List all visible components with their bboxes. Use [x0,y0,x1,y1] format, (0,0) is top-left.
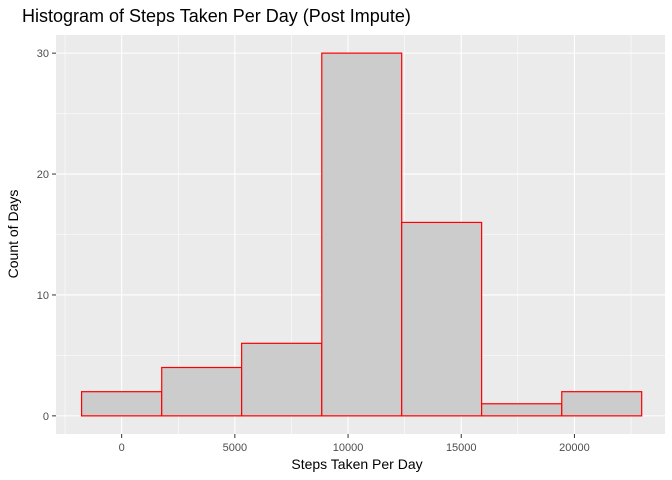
y-axis-ticks: 0 10 20 30 [37,48,56,423]
y-tick-label: 0 [43,411,49,423]
histogram-bars [80,52,643,417]
x-tick-label: 10000 [333,442,364,454]
histogram-bar [401,221,483,417]
y-tick-label: 10 [37,290,49,302]
histogram-bar [561,391,643,417]
histogram-bar [481,403,563,417]
chart-title: Histogram of Steps Taken Per Day (Post I… [22,6,411,26]
minor-gridlines [56,35,665,434]
x-tick-label: 20000 [559,442,590,454]
histogram-bar [161,366,243,417]
histogram-bar [241,342,323,417]
x-tick-label: 5000 [223,442,247,454]
x-axis-ticks: 0 5000 10000 15000 20000 [119,434,590,454]
y-axis-title: Count of Days [5,190,21,279]
x-tick-label: 15000 [446,442,477,454]
y-tick-label: 20 [37,169,49,181]
histogram-bar [80,391,163,417]
x-axis-title: Steps Taken Per Day [291,456,422,472]
y-tick-label: 30 [37,48,49,60]
histogram-bar [321,52,403,417]
x-tick-label: 0 [119,442,125,454]
